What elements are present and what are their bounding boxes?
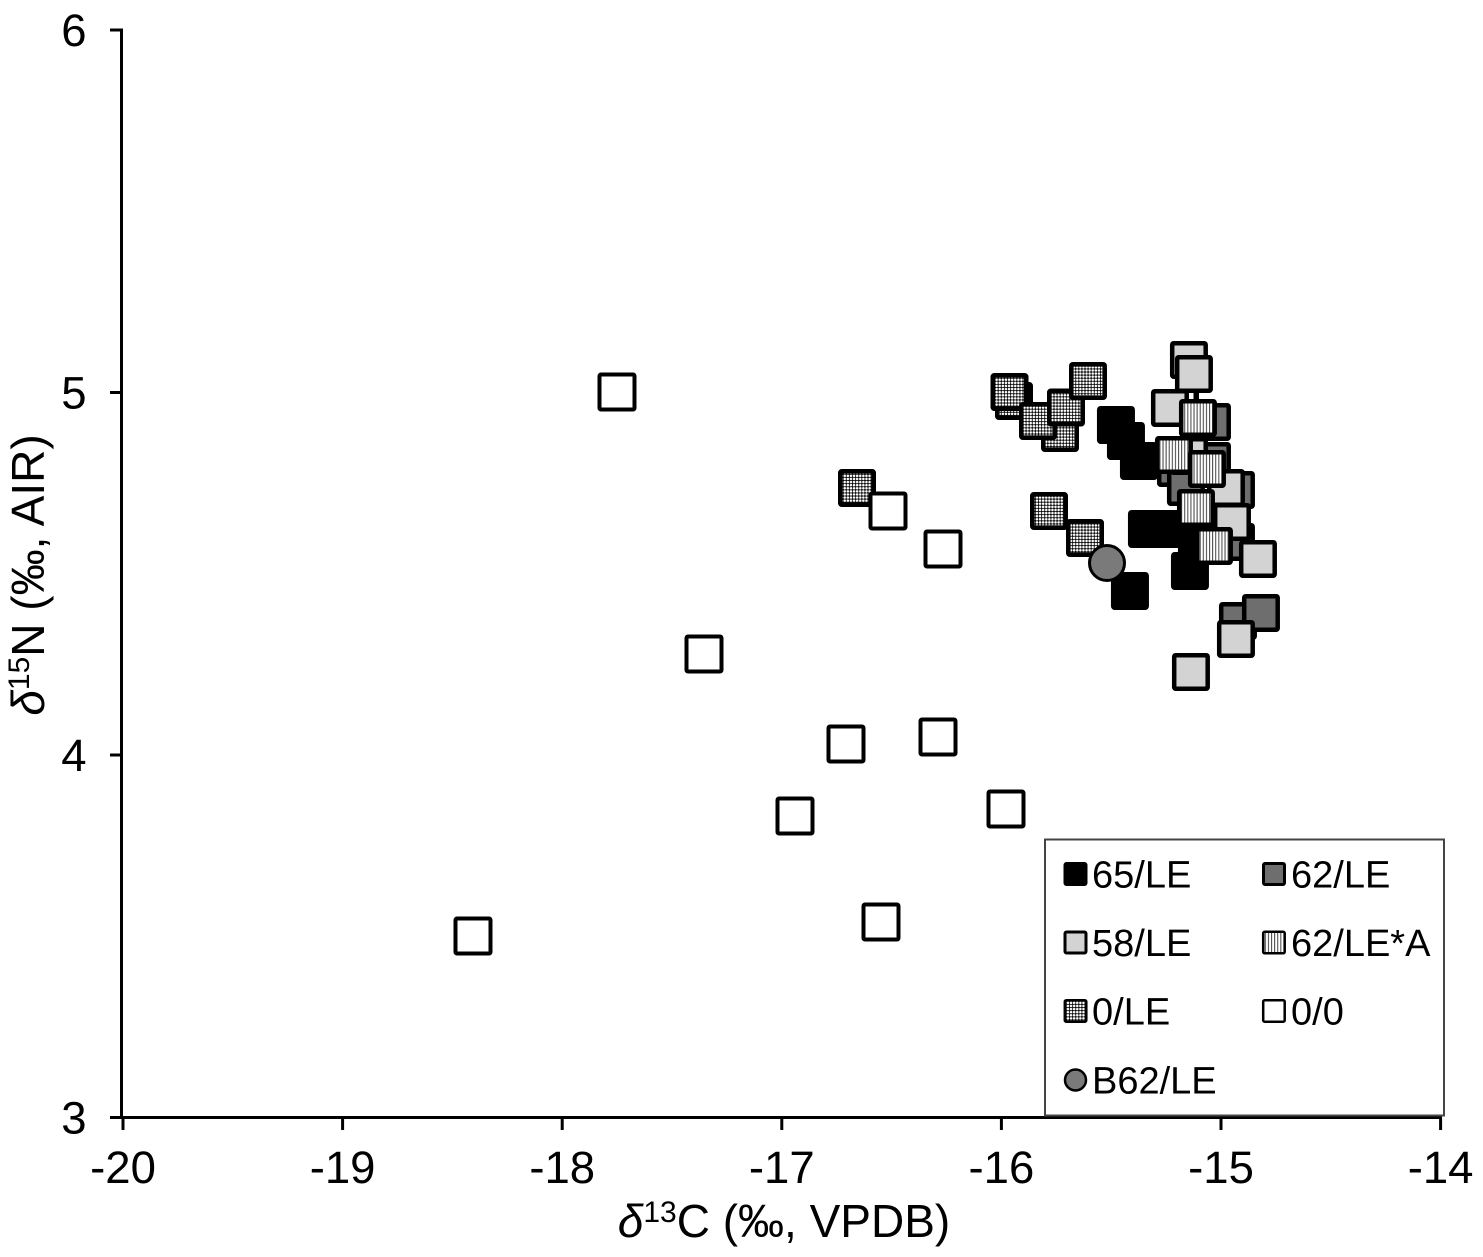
svg-text:62/LE*A: 62/LE*A xyxy=(1291,923,1431,965)
svg-text:-18: -18 xyxy=(529,1142,595,1193)
svg-text:-15: -15 xyxy=(1188,1142,1254,1193)
svg-text:58/LE: 58/LE xyxy=(1092,923,1191,965)
svg-text:-17: -17 xyxy=(749,1142,815,1193)
svg-text:0/0: 0/0 xyxy=(1291,992,1344,1034)
svg-text:-19: -19 xyxy=(310,1142,376,1193)
svg-text:62/LE: 62/LE xyxy=(1291,855,1390,897)
svg-text:3: 3 xyxy=(61,1093,86,1144)
svg-text:δ15N (‰, AIR): δ15N (‰, AIR) xyxy=(2,434,54,715)
svg-text:-20: -20 xyxy=(90,1142,156,1193)
svg-text:-16: -16 xyxy=(969,1142,1035,1193)
svg-text:4: 4 xyxy=(61,730,86,781)
svg-text:65/LE: 65/LE xyxy=(1092,855,1191,897)
svg-text:0/LE: 0/LE xyxy=(1092,992,1170,1034)
svg-text:5: 5 xyxy=(61,368,86,419)
svg-text:B62/LE: B62/LE xyxy=(1092,1061,1217,1103)
svg-text:-14: -14 xyxy=(1408,1142,1474,1193)
svg-text:δ13C (‰, VPDB): δ13C (‰, VPDB) xyxy=(618,1195,950,1247)
svg-text:6: 6 xyxy=(61,5,86,56)
